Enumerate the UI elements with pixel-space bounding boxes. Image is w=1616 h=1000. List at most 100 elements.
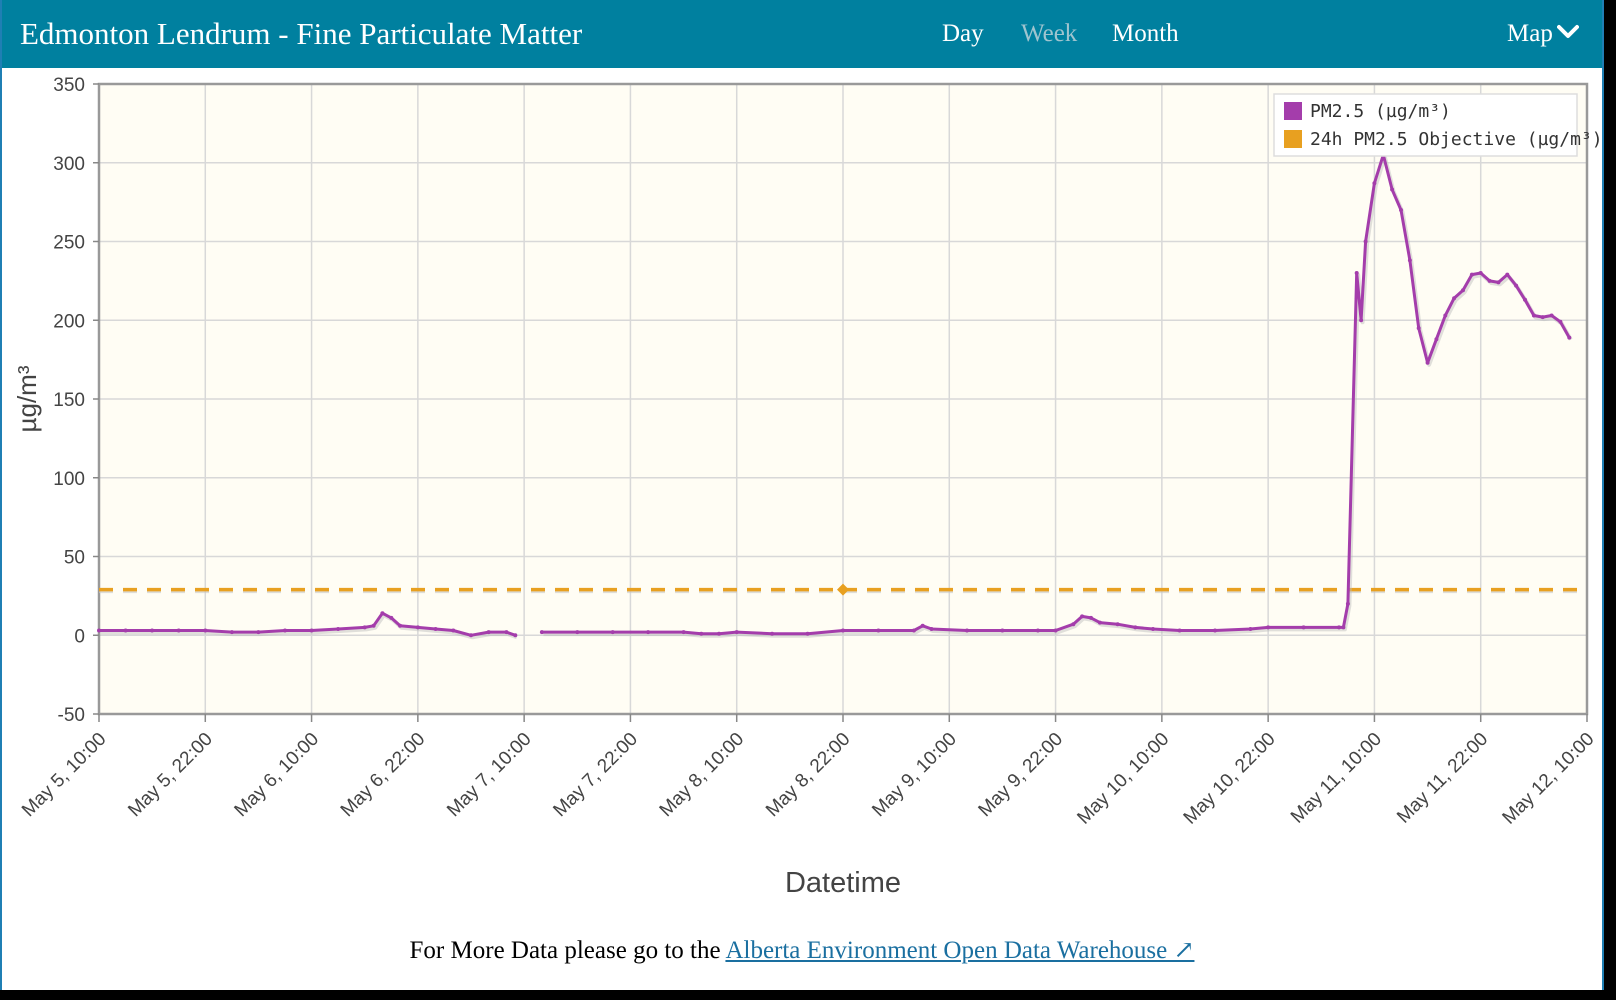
open-data-warehouse-link[interactable]: Alberta Environment Open Data Warehouse … <box>725 937 1195 964</box>
y-axis-label: µg/m³ <box>12 365 42 432</box>
tab-month[interactable]: Month <box>1112 20 1179 47</box>
pm25-point <box>513 633 518 638</box>
pm25-point <box>1523 297 1527 302</box>
pm25-point <box>911 628 916 633</box>
pm25-point <box>504 630 509 635</box>
pm25-point <box>1115 622 1120 627</box>
legend-swatch-objective <box>1284 130 1302 148</box>
pm25-point <box>123 628 128 633</box>
x-tick-label: May 12, 10:00 <box>1499 729 1599 829</box>
pm25-point <box>309 628 314 633</box>
x-tick-label: May 9, 22:00 <box>975 729 1068 822</box>
chevron-down-icon <box>1556 25 1579 39</box>
pm25-point <box>717 631 721 636</box>
pm25-point <box>362 625 367 630</box>
series-layer <box>97 152 1587 640</box>
pm25-point <box>1558 319 1563 324</box>
pm25-point <box>433 627 438 631</box>
pm25-point <box>1248 627 1253 631</box>
pm25-point <box>1301 625 1306 630</box>
y-tick-label: 300 <box>53 154 85 175</box>
x-axis-ticks: May 5, 10:00 May 5, 22:00 May 6, 10:00 May … <box>18 714 1599 829</box>
y-tick-label: 150 <box>53 390 85 411</box>
pm25-point <box>965 628 969 633</box>
pm25-point <box>1434 337 1439 342</box>
pm25-point <box>1372 181 1377 186</box>
x-tick-label: May 6, 22:00 <box>337 729 430 822</box>
pm25-point <box>1080 614 1085 619</box>
pm25-point <box>841 628 845 633</box>
pm25-point <box>1549 313 1554 318</box>
pm25-point <box>203 628 208 633</box>
pm25-point <box>256 630 261 635</box>
pm25-point <box>1000 628 1005 633</box>
x-tick-label: May 8, 22:00 <box>762 729 855 822</box>
pm25-line-shadow <box>100 613 518 640</box>
legend-box <box>1273 93 1578 157</box>
pm25-point <box>1531 313 1536 318</box>
pm25-point <box>451 628 456 633</box>
pm25-point <box>469 633 473 638</box>
pm25-point <box>176 628 181 633</box>
pm25-point <box>229 630 234 635</box>
pm25-point <box>486 630 491 635</box>
y-tick-label: 250 <box>53 233 85 254</box>
pm25-point <box>1443 313 1448 318</box>
pm25-point <box>1266 625 1271 630</box>
y-tick-label: 200 <box>53 311 85 332</box>
x-tick-label: May 10, 10:00 <box>1073 729 1173 829</box>
pm25-point <box>1496 280 1501 285</box>
x-tick-label: May 9, 10:00 <box>868 729 961 822</box>
pm25-point <box>1390 187 1395 192</box>
pm25-point <box>1035 628 1040 633</box>
footer: For More Data please go to the Alberta E… <box>2 935 1602 965</box>
pm25-point <box>681 630 686 635</box>
pm25-point <box>1337 625 1341 630</box>
pm25-point <box>1177 628 1182 633</box>
pm25-point <box>770 631 775 636</box>
x-tick-label: May 11, 22:00 <box>1393 729 1492 828</box>
pm25-point <box>1399 208 1403 212</box>
tab-day[interactable]: Day <box>942 20 984 47</box>
pm25-point <box>1505 272 1510 277</box>
pm25-point <box>389 615 394 620</box>
objective-marker <box>837 583 849 596</box>
x-tick-label: May 11, 10:00 <box>1287 729 1386 828</box>
pm25-point <box>1416 326 1421 331</box>
pm25-point <box>1341 625 1346 630</box>
pm25-point <box>1478 271 1483 275</box>
pm25-point <box>876 628 881 633</box>
pm25-point <box>1425 360 1430 365</box>
pm25-point <box>150 628 155 633</box>
pm25-point <box>415 625 420 630</box>
map-menu-button[interactable]: Map <box>1507 19 1579 49</box>
pm25-point <box>539 630 544 635</box>
pm25-point <box>575 630 580 635</box>
pm25-point <box>699 631 704 636</box>
pm25-point <box>929 627 934 631</box>
pm25-point <box>1089 615 1093 620</box>
pm25-point <box>1452 296 1457 301</box>
tab-week[interactable]: Week <box>1021 20 1078 47</box>
pm25-point <box>805 631 810 636</box>
pm25-point <box>1567 335 1572 340</box>
legend: PM2.5 (µg/m³) 24h PM2.5 Objective (µg/m³… <box>1273 93 1602 157</box>
y-axis-ticks: -50 0 50 100 150 200 250 300 350 <box>53 75 99 726</box>
x-axis-label: Datetime <box>785 867 901 899</box>
pm25-line <box>97 611 517 637</box>
y-tick-label: 100 <box>53 469 85 490</box>
x-tick-label: May 5, 10:00 <box>18 729 111 822</box>
legend-label-objective: 24h PM2.5 Objective (µg/m³) <box>1310 129 1602 150</box>
pm25-point <box>398 623 403 628</box>
header-bar: Edmonton Lendrum - Fine Particulate Matt… <box>2 0 1602 68</box>
pm25-point <box>1354 271 1359 275</box>
y-tick-label: 350 <box>53 75 85 96</box>
pm25-point <box>920 623 925 628</box>
pm25-point <box>1345 601 1350 606</box>
pm25-point <box>283 628 287 633</box>
page-title: Edmonton Lendrum - Fine Particulate Matt… <box>20 16 583 51</box>
pm25-point <box>336 627 341 631</box>
legend-swatch-pm25 <box>1284 102 1302 120</box>
